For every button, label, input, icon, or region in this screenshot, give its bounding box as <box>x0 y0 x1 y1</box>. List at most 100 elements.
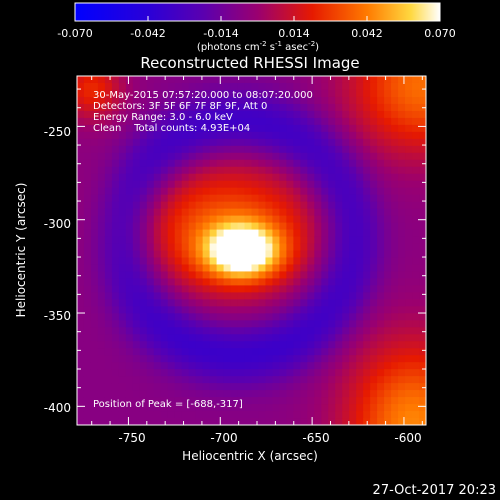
heatmap-cell <box>391 376 399 384</box>
heatmap-cell <box>216 187 225 196</box>
heatmap-cell <box>188 152 197 161</box>
heatmap-cell <box>111 376 120 384</box>
heatmap-cell <box>237 355 246 363</box>
heatmap-cell <box>279 76 287 84</box>
heatmap-cell <box>153 76 162 84</box>
heatmap-cell <box>125 271 134 280</box>
heatmap-cell <box>293 76 301 84</box>
heatmap-cell <box>90 194 99 203</box>
heatmap-cell <box>370 222 378 231</box>
heatmap-cell <box>258 292 267 300</box>
heatmap-cell <box>146 96 155 105</box>
heatmap-cell <box>111 250 120 259</box>
heatmap-cell <box>118 404 127 412</box>
heatmap-cell <box>391 264 399 273</box>
heatmap-cell <box>314 180 322 189</box>
heatmap-cell <box>237 418 246 425</box>
heatmap-cell <box>265 348 274 356</box>
heatmap-cell <box>111 334 120 342</box>
heatmap-cell <box>118 117 127 126</box>
heatmap-cell <box>412 138 420 147</box>
heatmap-cell <box>174 264 183 273</box>
heatmap-cell <box>181 152 190 161</box>
heatmap-cell <box>405 159 413 168</box>
heatmap-cell <box>279 180 287 189</box>
heatmap-cell <box>77 313 85 321</box>
heatmap-cell <box>398 208 406 217</box>
heatmap-cell <box>349 145 357 154</box>
heatmap-cell <box>300 327 308 335</box>
heatmap-cell <box>139 159 148 168</box>
heatmap-cell <box>202 278 211 286</box>
heatmap-cell <box>160 166 169 175</box>
heatmap-cell <box>419 229 426 238</box>
heatmap-cell <box>90 159 99 168</box>
heatmap-cell <box>272 271 281 280</box>
heatmap-cell <box>258 110 267 119</box>
heatmap-cell <box>342 152 350 161</box>
heatmap-cell <box>342 383 350 391</box>
heatmap-cell <box>216 222 225 231</box>
heatmap-cell <box>77 257 85 266</box>
heatmap-cell <box>342 222 350 231</box>
heatmap-cell <box>342 124 350 133</box>
heatmap-cell <box>223 152 232 161</box>
heatmap-cell <box>405 117 413 126</box>
heatmap-cell <box>391 138 399 147</box>
heatmap-cell <box>321 383 329 391</box>
heatmap-cell <box>300 348 308 356</box>
heatmap-cell <box>153 138 162 147</box>
heatmap-cell <box>349 369 357 377</box>
heatmap-cell <box>146 138 155 147</box>
heatmap-cell <box>230 348 239 356</box>
heatmap-cell <box>188 110 197 119</box>
heatmap-cell <box>272 194 281 203</box>
heatmap-cell <box>118 264 127 273</box>
heatmap-cell <box>384 278 392 286</box>
heatmap-cell <box>104 201 113 210</box>
heatmap-cell <box>398 411 406 419</box>
heatmap-cell <box>363 327 371 335</box>
heatmap-cell <box>293 383 301 391</box>
heatmap-cell <box>328 271 336 280</box>
heatmap-cell <box>370 166 378 175</box>
heatmap-cell <box>188 299 197 307</box>
heatmap-cell <box>398 229 406 238</box>
heatmap-cell <box>328 257 336 266</box>
heatmap-cell <box>97 257 106 266</box>
heatmap-cell <box>398 418 406 425</box>
heatmap-cell <box>132 117 141 126</box>
heatmap-cell <box>181 404 190 412</box>
heatmap-cell <box>272 285 281 293</box>
heatmap-cell <box>419 376 426 384</box>
heatmap-cell <box>244 215 253 224</box>
heatmap-cell <box>118 306 127 314</box>
heatmap-cell <box>272 82 281 91</box>
heatmap-cell <box>356 117 364 126</box>
heatmap-cell <box>265 89 274 98</box>
heatmap-cell <box>293 110 301 119</box>
heatmap-cell <box>104 383 113 391</box>
heatmap-cell <box>111 187 120 196</box>
heatmap-cell <box>223 292 232 300</box>
heatmap-cell <box>328 243 336 252</box>
heatmap-cell <box>202 362 211 370</box>
heatmap-cell <box>293 159 301 168</box>
heatmap-cell <box>174 334 183 342</box>
heatmap-cell <box>139 208 148 217</box>
heatmap-cell <box>300 194 308 203</box>
heatmap-cell <box>419 264 426 273</box>
heatmap-cell <box>293 89 301 98</box>
heatmap-cell <box>307 96 315 105</box>
heatmap-cell <box>300 418 308 425</box>
heatmap-cell <box>342 173 350 182</box>
heatmap-cell <box>244 327 253 335</box>
heatmap-cell <box>272 327 281 335</box>
heatmap-cell <box>251 173 260 182</box>
heatmap-cell <box>167 334 176 342</box>
heatmap-cell <box>97 110 106 119</box>
heatmap-cell <box>321 341 329 349</box>
heatmap-cell <box>77 236 85 245</box>
heatmap-cell <box>111 96 120 105</box>
